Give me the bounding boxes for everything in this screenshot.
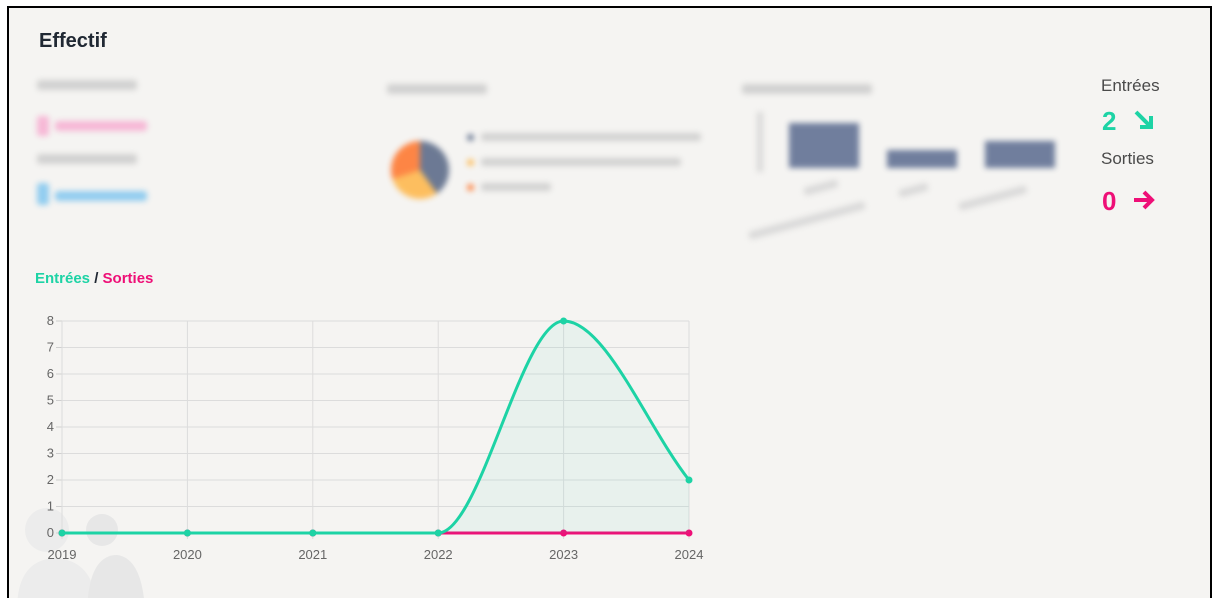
chart-title-separator: / bbox=[90, 270, 103, 287]
bar-1 bbox=[789, 123, 859, 168]
x-tick-label: 2020 bbox=[173, 547, 202, 562]
entrees-area bbox=[62, 321, 689, 533]
x-tick-label: 2023 bbox=[549, 547, 578, 562]
arrow-down-right-icon bbox=[1134, 110, 1153, 129]
y-tick-label: 8 bbox=[47, 313, 54, 328]
x-tick-label: 2019 bbox=[48, 547, 77, 562]
entrees-point bbox=[685, 476, 693, 484]
y-tick-label: 7 bbox=[47, 340, 54, 355]
x-tick-label: 2021 bbox=[298, 547, 327, 562]
effectif-panel: Effectif Entrées 2 Sorties 0 bbox=[7, 6, 1212, 598]
y-tick-label: 2 bbox=[47, 472, 54, 487]
sorties-point bbox=[685, 529, 693, 537]
y-tick-label: 4 bbox=[47, 419, 54, 434]
entrees-stat: 2 bbox=[1102, 106, 1154, 137]
entrees-point bbox=[183, 529, 191, 537]
entrees-point bbox=[58, 529, 66, 537]
sorties-label: Sorties bbox=[1101, 149, 1154, 168]
chart-title: Entrées / Sorties bbox=[35, 270, 153, 287]
y-tick-label: 1 bbox=[47, 499, 54, 514]
line-chart: 0 1 2 3 4 5 6 7 8 2019 2020 2021 2022 2023 2024 bbox=[47, 313, 704, 562]
bar-3 bbox=[985, 141, 1055, 168]
pie-chart bbox=[391, 141, 449, 199]
entrees-point bbox=[434, 529, 442, 537]
people-watermark-icon bbox=[17, 508, 144, 598]
y-tick-label: 3 bbox=[47, 446, 54, 461]
chart-title-entrees: Entrées bbox=[35, 270, 91, 287]
chart-title-sorties: Sorties bbox=[102, 270, 154, 287]
page-title: Effectif bbox=[39, 30, 107, 52]
sorties-value: 0 bbox=[1102, 186, 1117, 216]
arrow-right-icon bbox=[1133, 190, 1155, 210]
entrees-point bbox=[560, 317, 568, 325]
x-tick-label: 2024 bbox=[675, 547, 704, 562]
y-tick-label: 6 bbox=[47, 366, 54, 381]
sorties-stat: 0 bbox=[1102, 186, 1156, 217]
x-tick-label: 2022 bbox=[424, 547, 453, 562]
entrees-value: 2 bbox=[1102, 106, 1117, 136]
bar-2 bbox=[887, 150, 957, 168]
y-tick-label: 5 bbox=[47, 393, 54, 408]
entrees-point bbox=[309, 529, 317, 537]
y-tick-label: 0 bbox=[47, 525, 54, 540]
sorties-point bbox=[560, 529, 568, 537]
entrees-label: Entrées bbox=[1101, 76, 1160, 95]
